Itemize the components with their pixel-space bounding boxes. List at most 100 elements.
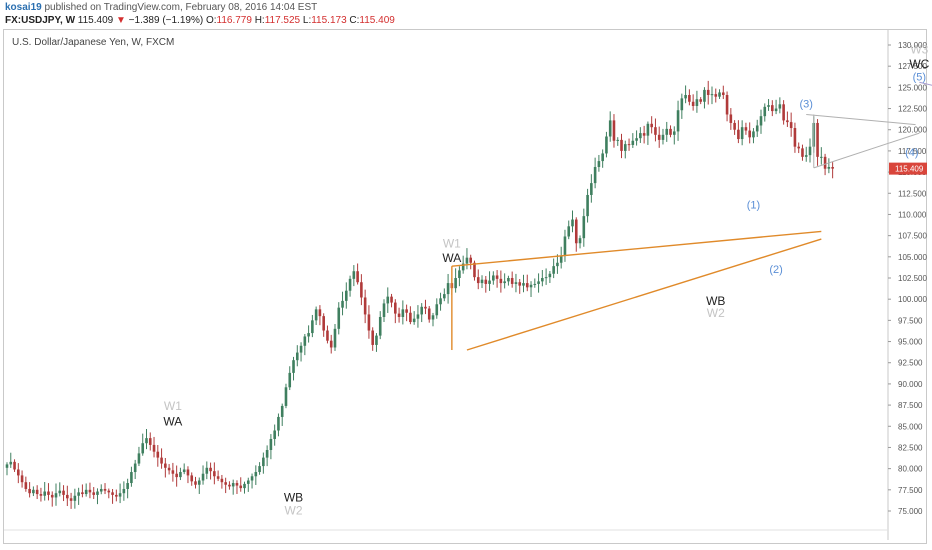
candle-body: [156, 451, 160, 458]
candle-body: [801, 148, 804, 157]
y-tick-label: 75.000: [898, 507, 923, 516]
wave-label-w2-left: W2: [285, 503, 303, 517]
candle-body: [250, 476, 254, 481]
candle-body: [646, 123, 650, 136]
candle-body: [314, 309, 318, 321]
candle-body: [586, 194, 589, 217]
candle-body: [141, 443, 145, 454]
candle-body: [733, 122, 736, 130]
open-value: 116.779: [216, 15, 252, 26]
wedge-upper: [451, 230, 822, 267]
candle-body: [13, 461, 16, 470]
candle-body: [126, 483, 129, 489]
candle-body: [322, 316, 325, 331]
candle-body: [729, 114, 733, 123]
y-tick-label: 120.000: [898, 126, 927, 135]
candle-body: [774, 108, 778, 112]
candle-body: [265, 449, 269, 458]
candle-body: [571, 219, 574, 227]
candle-body: [435, 304, 439, 316]
candle-body: [605, 136, 608, 154]
candle-body: [518, 282, 522, 286]
candle-body: [190, 475, 194, 482]
candle-body: [292, 360, 295, 373]
y-tick-label: 105.000: [898, 253, 927, 262]
y-tick-label: 130.000: [898, 41, 927, 50]
candle-body: [597, 161, 601, 168]
candle-body: [808, 146, 812, 156]
candle-body: [9, 461, 13, 465]
candle-body: [654, 127, 657, 135]
candle-body: [382, 303, 386, 317]
candle-body: [303, 336, 307, 346]
candle-body: [73, 495, 77, 501]
candle-body: [695, 99, 699, 107]
candle-body: [115, 494, 118, 497]
candle-body: [718, 92, 721, 97]
y-tick-label: 82.500: [898, 443, 923, 452]
candle-body: [676, 110, 680, 132]
candle-body: [778, 104, 782, 109]
candle-body: [510, 278, 514, 284]
candle-body: [96, 491, 99, 495]
candle-body: [107, 490, 111, 493]
y-tick-label: 100.000: [898, 295, 927, 304]
candle-body: [782, 104, 785, 121]
candle-body: [722, 92, 725, 95]
candle-body: [461, 263, 465, 271]
candle-body: [616, 139, 620, 141]
candle-body: [360, 282, 363, 298]
candle-body: [239, 485, 243, 489]
candle-body: [69, 498, 73, 501]
candle-body: [529, 284, 533, 288]
wave-label-wave-3: (3): [800, 99, 813, 111]
candle-body: [752, 131, 755, 138]
wave-label-wa-mid: WA: [442, 251, 461, 265]
candle-body: [152, 444, 156, 452]
candle-body: [480, 279, 484, 284]
candle-body: [454, 278, 457, 289]
candle-body: [737, 129, 740, 140]
author-link[interactable]: kosai19: [5, 2, 42, 13]
candle-body: [635, 138, 638, 141]
candle-body: [375, 335, 378, 345]
candle-body: [401, 309, 405, 317]
candle-body: [397, 313, 401, 317]
high-label: H:: [254, 15, 265, 26]
candle-body: [514, 282, 518, 284]
candle-body: [507, 278, 510, 282]
candle-body: [608, 120, 612, 137]
candle-body: [356, 271, 359, 283]
candle-body: [88, 489, 92, 493]
y-tick-label: 110.000: [898, 210, 927, 219]
candle-body: [262, 457, 265, 467]
candle-body: [363, 297, 367, 315]
publish-info: published on TradingView.com, February 0…: [44, 2, 318, 13]
candle-body: [228, 484, 231, 487]
candle-body: [235, 483, 239, 486]
candle-body: [148, 438, 152, 445]
candle-body: [47, 491, 50, 495]
candle-body: [39, 494, 43, 496]
candle-body: [122, 488, 126, 494]
candle-body: [345, 290, 348, 301]
candle-body: [755, 125, 759, 132]
wave-label-w1-left: W1: [164, 399, 182, 413]
candle-body: [650, 123, 653, 128]
candle-body: [220, 478, 224, 483]
candle-body: [295, 352, 299, 361]
candle-body: [691, 101, 695, 107]
candle-body: [574, 219, 578, 244]
candle-body: [548, 273, 552, 278]
candle-body: [254, 472, 258, 477]
candle-body: [665, 128, 669, 135]
candle-body: [827, 167, 831, 169]
candle-body: [492, 275, 495, 281]
candle-body: [789, 122, 793, 129]
y-tick-label: 102.500: [898, 274, 927, 283]
candle-body: [469, 257, 473, 263]
candle-body: [329, 340, 333, 348]
candle-body: [205, 467, 209, 474]
candle-body: [620, 139, 623, 151]
